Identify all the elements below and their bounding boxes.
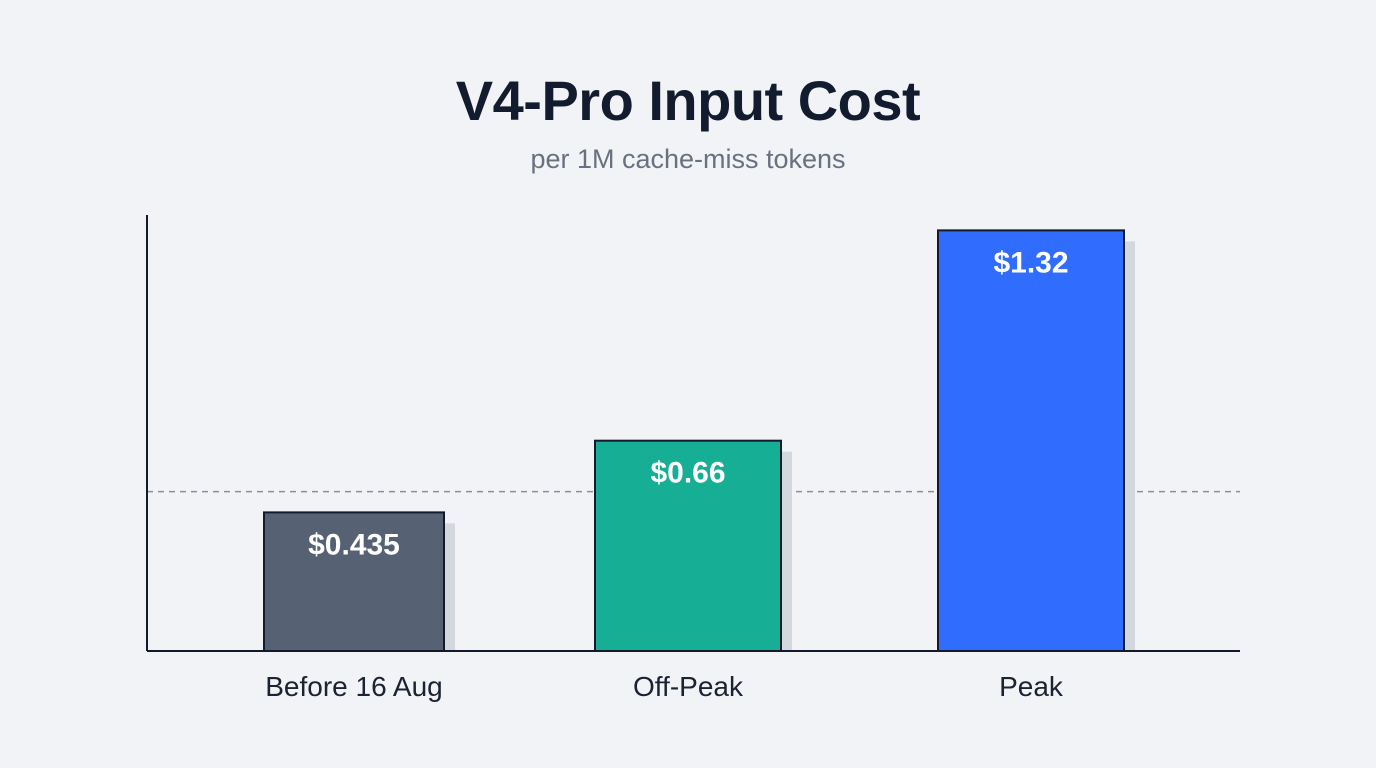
bar-value-label: $0.66 [650,457,725,490]
bar-value-label: $0.435 [308,528,400,561]
bar-1 [263,511,445,653]
chart-title: V4-Pro Input Cost [455,69,921,132]
bar-2 [594,439,782,652]
bar-3 [937,229,1125,652]
x-tick-label: Peak [999,671,1064,702]
x-tick-label: Before 16 Aug [265,671,442,702]
x-tick-label: Off-Peak [633,671,744,702]
bar-value-label: $1.32 [993,246,1068,279]
chart-subtitle: per 1M cache-miss tokens [530,144,846,174]
